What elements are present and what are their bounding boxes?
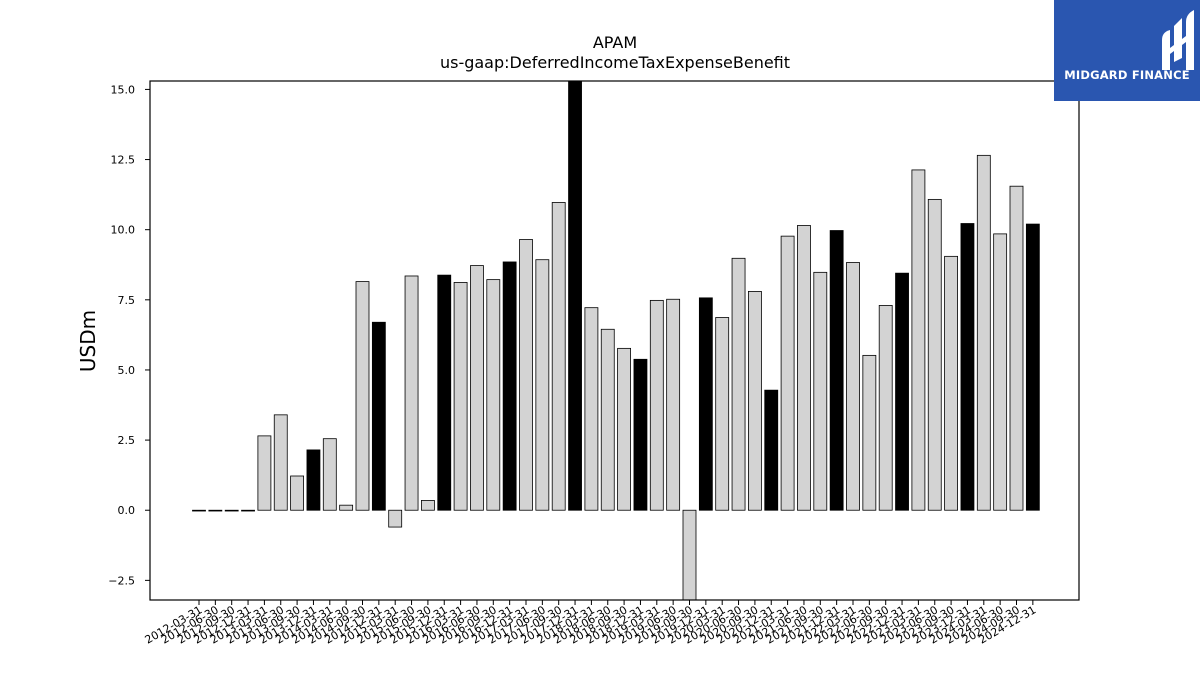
chart-subtitle: us-gaap:DeferredIncomeTaxExpenseBenefit <box>440 53 790 72</box>
y-axis-label: USDm <box>76 310 100 372</box>
midgard-logo-icon <box>1162 10 1194 70</box>
bar-2023-03-31 <box>911 169 926 511</box>
bar-2021-06-30 <box>797 225 811 511</box>
logo-text: MIDGARD FINANCE <box>1064 68 1190 82</box>
bar-2022-09-30 <box>878 305 893 511</box>
bar-2017-03-31 <box>519 239 533 511</box>
bar-2016-09-30 <box>486 279 501 511</box>
bar-2012-03-31 <box>192 509 206 512</box>
y-tick-label: 12.5 <box>111 154 136 167</box>
y-tick-label: 5.0 <box>118 364 136 377</box>
bar-2019-12-31 <box>698 297 713 511</box>
bar-2014-03-31 <box>322 438 337 511</box>
plot-frame <box>149 80 1080 601</box>
bar-2022-12-31 <box>895 272 909 511</box>
bar-2019-09-30 <box>682 509 697 601</box>
bar-2023-09-30 <box>944 255 958 511</box>
bar-2012-12-31 <box>241 509 255 512</box>
bar-2018-03-31 <box>584 307 599 511</box>
bar-2019-06-30 <box>666 298 681 511</box>
x-axis: 2012-03-312012-06-302012-09-302012-12-31… <box>143 600 1038 647</box>
bar-2024-12-31 <box>1025 223 1040 511</box>
y-tick-label: −2.5 <box>108 574 135 587</box>
bar-2023-12-31 <box>960 223 975 511</box>
bar-2018-06-30 <box>600 328 615 511</box>
bar-2016-06-30 <box>470 265 484 511</box>
bar-2015-09-30 <box>420 500 435 511</box>
y-tick-label: 0.0 <box>118 504 136 517</box>
chart-title: APAM <box>593 33 637 52</box>
bar-2015-03-31 <box>388 509 403 528</box>
bar-2015-06-30 <box>404 275 419 511</box>
bar-2023-06-30 <box>927 198 942 511</box>
y-tick-label: 2.5 <box>118 434 136 447</box>
bar-2024-09-30 <box>1009 185 1024 511</box>
bar-2020-06-30 <box>731 257 746 511</box>
bar-2014-12-31 <box>371 321 386 511</box>
y-tick-label: 7.5 <box>118 294 136 307</box>
brand-logo: MIDGARD FINANCE <box>1054 0 1200 101</box>
bar-2015-12-31 <box>437 274 452 511</box>
bar-2020-12-31 <box>764 389 779 511</box>
y-axis: −2.5 0.0 2.5 5.0 7.5 10.0 12.5 15.0 <box>108 83 150 587</box>
bar-2017-12-31 <box>568 80 582 511</box>
bar-2021-09-30 <box>813 271 828 511</box>
bar-2012-06-30 <box>208 509 223 512</box>
bar-2017-09-30 <box>551 202 566 511</box>
bar-2013-12-31 <box>306 449 321 511</box>
bars-group <box>192 80 1040 601</box>
bar-2024-06-30 <box>993 233 1008 511</box>
bar-2012-09-30 <box>224 509 239 512</box>
bar-2022-03-31 <box>846 262 860 511</box>
bar-2013-03-31 <box>257 435 272 511</box>
bar-2016-03-31 <box>453 282 468 511</box>
bar-2019-03-31 <box>649 299 664 511</box>
bar-2018-09-30 <box>617 347 631 511</box>
bar-2013-06-30 <box>273 414 288 511</box>
bar-2020-03-31 <box>715 317 730 511</box>
bar-2014-09-30 <box>355 281 370 511</box>
bar-2022-06-30 <box>862 354 877 511</box>
bar-2018-12-31 <box>633 358 648 511</box>
bar-2021-03-31 <box>780 235 795 511</box>
bar-2020-09-30 <box>748 291 762 511</box>
bar-2017-06-30 <box>535 259 550 511</box>
y-tick-label: 10.0 <box>111 224 136 237</box>
bar-2024-03-31 <box>976 154 991 511</box>
bar-2013-09-30 <box>290 475 305 511</box>
bar-2016-12-31 <box>502 261 517 511</box>
bar-2014-06-30 <box>339 504 354 511</box>
bar-2021-12-31 <box>829 230 844 511</box>
y-tick-label: 15.0 <box>111 83 136 96</box>
